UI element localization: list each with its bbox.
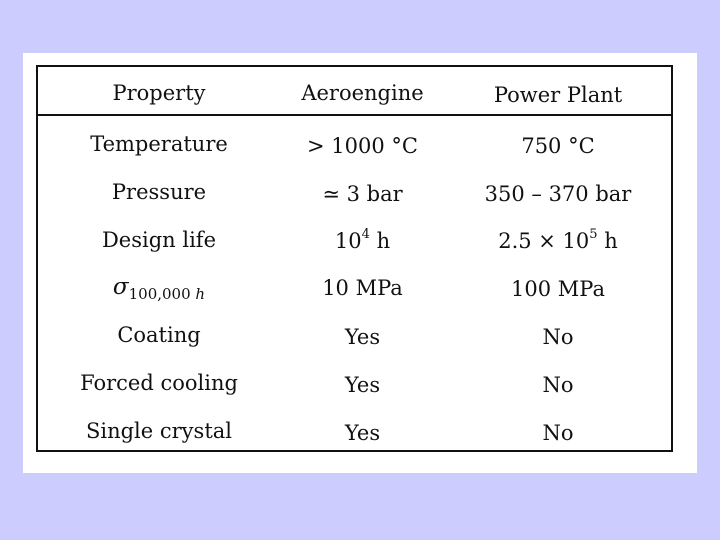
row-stress-property: σ100,000 h <box>112 274 206 303</box>
header-aeroengine: Aeroengine <box>301 81 424 105</box>
row-pressure-aeroengine: ≃ 3 bar <box>322 182 403 206</box>
row-temperature-property: Temperature <box>90 132 228 156</box>
row-temperature-aeroengine: > 1000 °C <box>307 134 418 158</box>
row-stress-aeroengine: 10 MPa <box>322 276 403 300</box>
row-design-life-aeroengine: 104 h <box>334 227 391 253</box>
row-coating-power-plant: No <box>542 325 574 349</box>
row-forced-cooling-aeroengine: Yes <box>344 373 381 397</box>
table-sheet: Property Aeroengine Power Plant Temperat… <box>23 53 697 473</box>
row-pressure-property: Pressure <box>111 180 207 204</box>
row-temperature-power-plant: 750 °C <box>521 134 595 158</box>
row-forced-cooling-property: Forced cooling <box>80 371 238 395</box>
row-coating-aeroengine: Yes <box>344 325 381 349</box>
comparison-table: Property Aeroengine Power Plant Temperat… <box>36 65 673 452</box>
row-design-life-power-plant: 2.5 × 105 h <box>498 227 618 253</box>
row-forced-cooling-power-plant: No <box>542 373 574 397</box>
table-header-row: Property Aeroengine Power Plant <box>38 67 671 116</box>
row-stress-power-plant: 100 MPa <box>511 277 605 301</box>
header-property: Property <box>112 81 206 105</box>
header-power-plant: Power Plant <box>493 83 623 107</box>
row-pressure-power-plant: 350 – 370 bar <box>484 182 632 206</box>
row-design-life-property: Design life <box>101 228 217 252</box>
row-coating-property: Coating <box>117 323 201 347</box>
row-single-crystal-power-plant: No <box>542 421 574 445</box>
row-single-crystal-property: Single crystal <box>85 419 232 443</box>
row-single-crystal-aeroengine: Yes <box>344 421 381 445</box>
